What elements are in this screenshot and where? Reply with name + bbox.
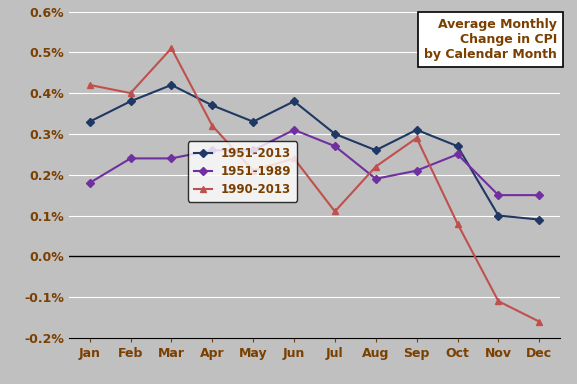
1951-1989: [168, 156, 175, 161]
1951-1989: [495, 193, 502, 197]
1951-2013: [331, 132, 338, 136]
1990-2013: [209, 124, 216, 128]
1990-2013: [250, 168, 257, 173]
1990-2013: [86, 83, 93, 87]
1951-2013: [495, 213, 502, 218]
1951-1989: [127, 156, 134, 161]
1951-2013: [454, 144, 461, 149]
1951-2013: [413, 127, 420, 132]
1951-2013: [250, 119, 257, 124]
1951-1989: [209, 148, 216, 152]
1951-1989: [413, 168, 420, 173]
1951-1989: [331, 144, 338, 149]
1990-2013: [454, 221, 461, 226]
Line: 1951-2013: 1951-2013: [87, 82, 542, 222]
Text: Average Monthly
Change in CPI
by Calendar Month: Average Monthly Change in CPI by Calenda…: [424, 18, 557, 61]
1990-2013: [331, 209, 338, 214]
1951-2013: [127, 99, 134, 104]
Line: 1990-2013: 1990-2013: [86, 45, 543, 325]
1951-1989: [536, 193, 543, 197]
1951-2013: [86, 119, 93, 124]
1951-2013: [372, 148, 379, 152]
1990-2013: [372, 164, 379, 169]
1990-2013: [168, 46, 175, 51]
Legend: 1951-2013, 1951-1989, 1990-2013: 1951-2013, 1951-1989, 1990-2013: [188, 141, 297, 202]
1951-1989: [86, 180, 93, 185]
1951-2013: [291, 99, 298, 104]
1951-1989: [250, 148, 257, 152]
1951-2013: [168, 83, 175, 87]
1990-2013: [413, 136, 420, 140]
1951-1989: [291, 127, 298, 132]
1990-2013: [127, 91, 134, 95]
1951-2013: [536, 217, 543, 222]
1990-2013: [495, 299, 502, 303]
1951-2013: [209, 103, 216, 108]
1990-2013: [536, 319, 543, 324]
1990-2013: [291, 156, 298, 161]
Line: 1951-1989: 1951-1989: [87, 127, 542, 198]
1951-1989: [372, 177, 379, 181]
1951-1989: [454, 152, 461, 157]
